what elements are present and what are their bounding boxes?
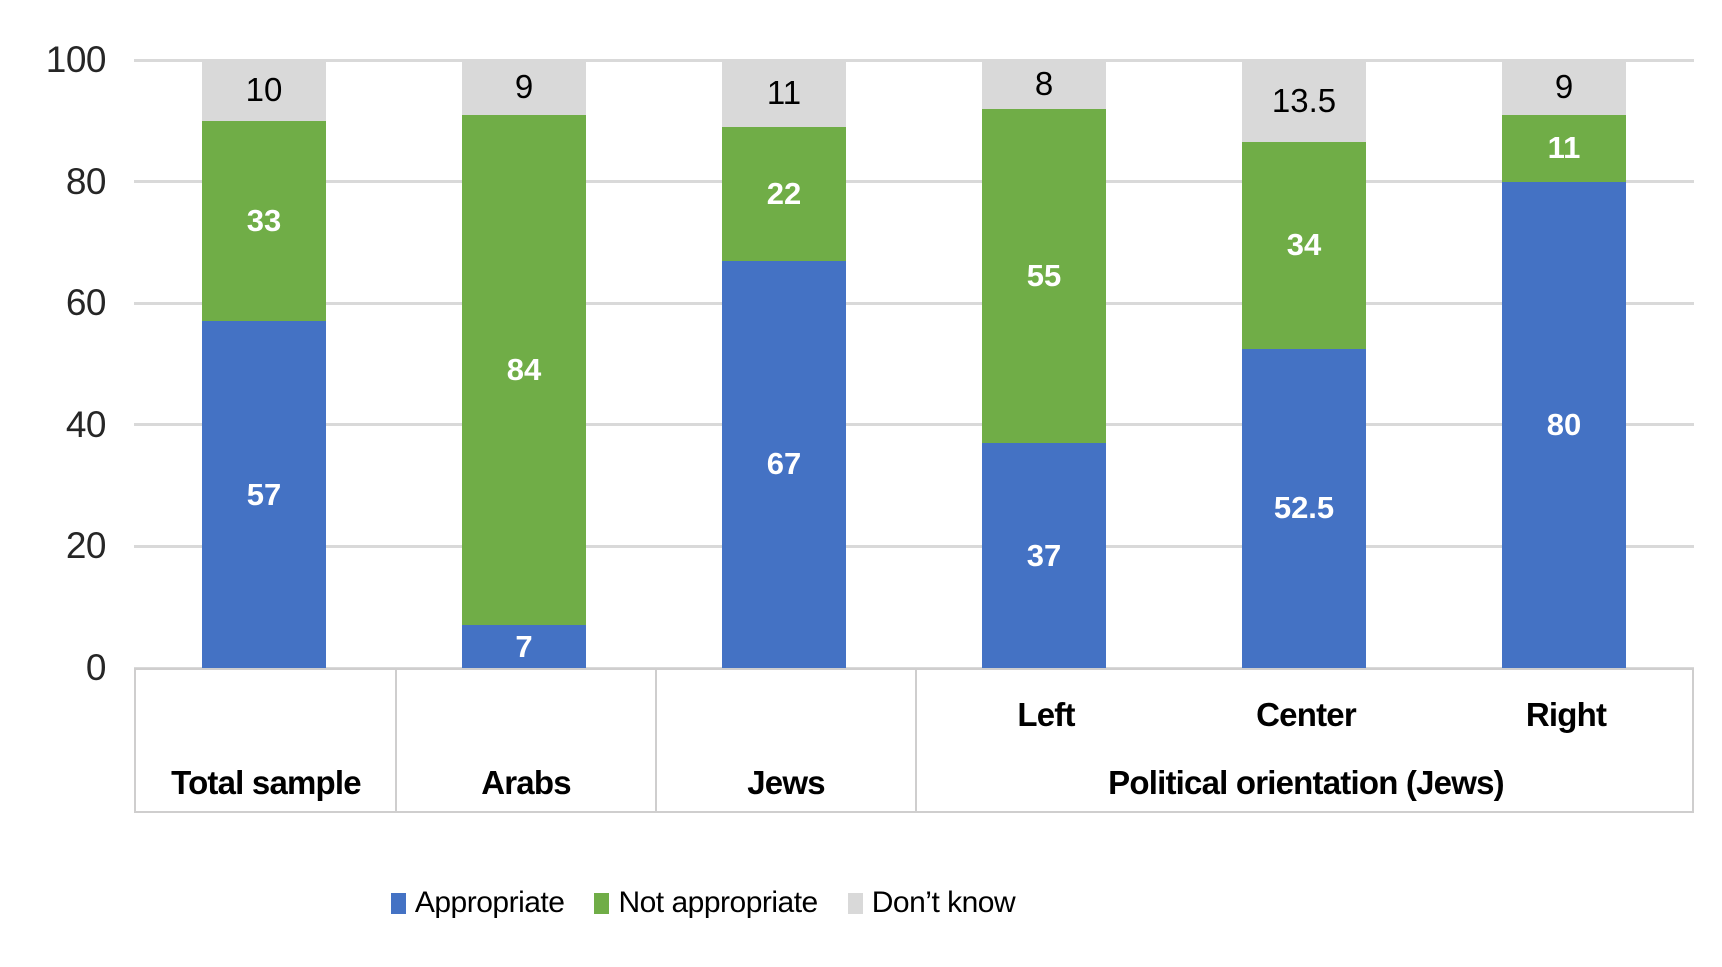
legend-label: Don’t know [871,886,1016,919]
plot-area: 57 33 10 7 84 9 67 22 11 37 55 8 52.5 34 13.5 80 11 9 [134,58,1694,670]
legend-item: Appropriate [390,886,565,920]
gridline [134,423,1694,427]
data-label: 10 [245,71,283,109]
legend-label: Appropriate [414,886,565,919]
category-label: Total sample [171,764,361,801]
group-member-label: Left [1017,696,1075,733]
data-label: 8 [1034,65,1054,103]
group-member-label: Right [1525,696,1607,733]
segment-don-t-know: 13.5 [1242,60,1366,143]
y-axis-tick-label: 60 [65,282,107,324]
category-axis-table: Total sample Arabs Jews Left Center Right Poli… [134,668,1694,813]
legend-item: Not appropriate [594,886,818,920]
legend: Appropriate Not appropriate Don’t know [0,886,1564,920]
legend-marker-icon [390,892,406,914]
category-label: Jews [747,764,825,801]
data-label: 34 [1286,227,1322,263]
data-label: 55 [1026,257,1062,293]
axis-cell-divider [395,670,397,811]
segment-appropriate: 67 [722,260,846,668]
data-label: 33 [246,203,282,239]
y-axis-tick-label: 80 [65,160,107,202]
segment-don-t-know: 11 [722,60,846,127]
segment-appropriate: 52.5 [1242,348,1366,668]
data-label: 9 [1554,68,1574,106]
y-axis-tick-label: 0 [85,647,107,688]
segment-appropriate: 37 [982,443,1106,668]
data-label: 11 [1547,130,1581,166]
gridline [134,301,1694,305]
gridline [134,58,1694,62]
bar-arabs: 7 84 9 [462,60,586,668]
segment-not-appropriate: 34 [1242,142,1366,349]
bar-center: 52.5 34 13.5 [1242,60,1366,668]
data-label: 37 [1026,537,1062,573]
gridline [134,180,1694,184]
data-label: 9 [514,68,534,106]
segment-not-appropriate: 22 [722,126,846,261]
segment-appropriate: 80 [1502,181,1626,668]
bar-right: 80 11 9 [1502,60,1626,668]
category-label: Arabs [481,764,571,801]
y-axis-tick-label: 20 [65,525,107,567]
legend-marker-icon [847,892,863,914]
segment-not-appropriate: 84 [462,114,586,626]
segment-don-t-know: 9 [462,60,586,115]
legend-label: Not appropriate [618,886,818,919]
axis-cell-divider [915,670,917,811]
segment-appropriate: 57 [202,321,326,668]
data-label: 11 [766,74,802,112]
data-label: 13.5 [1271,82,1337,120]
segment-appropriate: 7 [462,625,586,668]
legend-item: Don’t know [847,886,1016,920]
data-label: 84 [506,352,542,388]
y-axis-tick-label: 40 [65,403,107,445]
data-label: 52.5 [1273,490,1335,526]
group-member-label: Center [1256,696,1357,733]
y-axis-tick-label: 100 [45,39,107,80]
data-label: 22 [766,175,802,211]
segment-don-t-know: 9 [1502,60,1626,115]
segment-not-appropriate: 11 [1502,114,1626,182]
data-label: 67 [766,446,802,482]
gridline [134,544,1694,548]
data-label: 7 [515,628,533,664]
bar-left: 37 55 8 [982,60,1106,668]
bar-jews: 67 22 11 [722,60,846,668]
group-label: Political orientation (Jews) [1108,764,1504,801]
segment-don-t-know: 10 [202,60,326,121]
segment-not-appropriate: 55 [982,108,1106,444]
segment-not-appropriate: 33 [202,120,326,322]
bar-total-sample: 57 33 10 [202,60,326,668]
segment-don-t-know: 8 [982,60,1106,109]
data-label: 57 [246,476,282,512]
axis-cell-divider [655,670,657,811]
data-label: 80 [1546,406,1582,442]
legend-marker-icon [594,892,610,914]
